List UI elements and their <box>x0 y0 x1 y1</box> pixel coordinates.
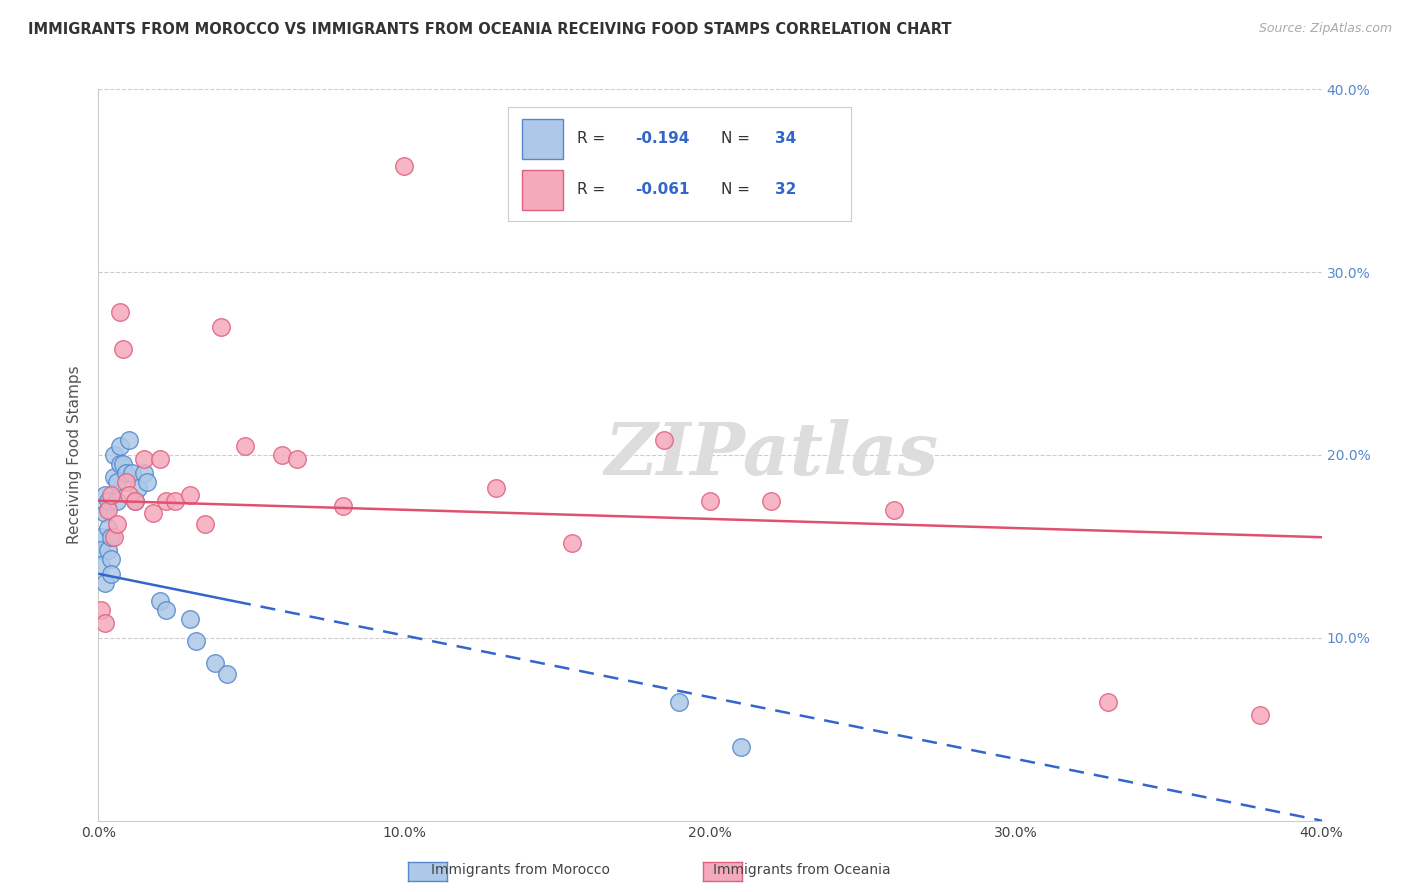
Point <box>108 439 131 453</box>
Point <box>485 481 508 495</box>
Point <box>134 466 156 480</box>
Text: ZIPatlas: ZIPatlas <box>605 419 938 491</box>
Point <box>204 657 226 671</box>
Point <box>149 451 172 466</box>
Point <box>1097 695 1119 709</box>
Point <box>270 448 292 462</box>
Point <box>105 475 128 490</box>
Text: Source: ZipAtlas.com: Source: ZipAtlas.com <box>1258 22 1392 36</box>
Point <box>103 530 125 544</box>
Point <box>90 543 112 558</box>
Point <box>186 634 208 648</box>
Point <box>149 594 172 608</box>
Text: IMMIGRANTS FROM MOROCCO VS IMMIGRANTS FROM OCEANIA RECEIVING FOOD STAMPS CORRELA: IMMIGRANTS FROM MOROCCO VS IMMIGRANTS FR… <box>28 22 952 37</box>
Point <box>142 507 165 521</box>
Point <box>883 502 905 516</box>
Point <box>179 613 201 627</box>
Point <box>194 517 217 532</box>
Point <box>97 543 120 558</box>
Point <box>121 466 143 480</box>
Point <box>105 517 128 532</box>
Point <box>103 470 125 484</box>
Text: Immigrants from Oceania: Immigrants from Oceania <box>713 863 890 877</box>
Point <box>668 695 690 709</box>
Point <box>93 488 115 502</box>
Point <box>118 434 141 448</box>
Point <box>124 493 146 508</box>
Point <box>111 457 134 471</box>
Point <box>100 488 122 502</box>
Point <box>134 451 156 466</box>
Point <box>124 493 146 508</box>
Point <box>93 576 115 591</box>
Point <box>561 535 583 549</box>
Point <box>100 566 122 581</box>
Point <box>163 493 186 508</box>
Point <box>93 616 115 631</box>
Point <box>1249 707 1271 722</box>
Point <box>97 493 120 508</box>
Point <box>115 475 138 490</box>
Point <box>285 451 308 466</box>
Point <box>392 159 416 173</box>
Point <box>155 603 177 617</box>
Point <box>103 448 125 462</box>
Point <box>332 499 354 513</box>
Y-axis label: Receiving Food Stamps: Receiving Food Stamps <box>67 366 83 544</box>
Point <box>108 305 131 319</box>
Point <box>93 507 115 521</box>
Point <box>179 488 201 502</box>
Point <box>215 667 238 681</box>
Point <box>155 493 177 508</box>
Point <box>90 530 112 544</box>
Point <box>759 493 782 508</box>
Point <box>105 493 128 508</box>
Point <box>136 475 159 490</box>
Point <box>100 552 122 566</box>
Point <box>730 740 752 755</box>
Point <box>118 488 141 502</box>
Point <box>111 342 134 356</box>
Point <box>699 493 721 508</box>
Point <box>209 320 232 334</box>
Point <box>115 466 138 480</box>
Point <box>97 521 120 535</box>
Point <box>652 434 675 448</box>
Point <box>90 603 112 617</box>
Text: Immigrants from Morocco: Immigrants from Morocco <box>430 863 610 877</box>
Point <box>90 558 112 572</box>
Point <box>100 530 122 544</box>
Point <box>233 439 256 453</box>
Point <box>127 481 149 495</box>
Point <box>97 502 120 516</box>
Point <box>108 457 131 471</box>
